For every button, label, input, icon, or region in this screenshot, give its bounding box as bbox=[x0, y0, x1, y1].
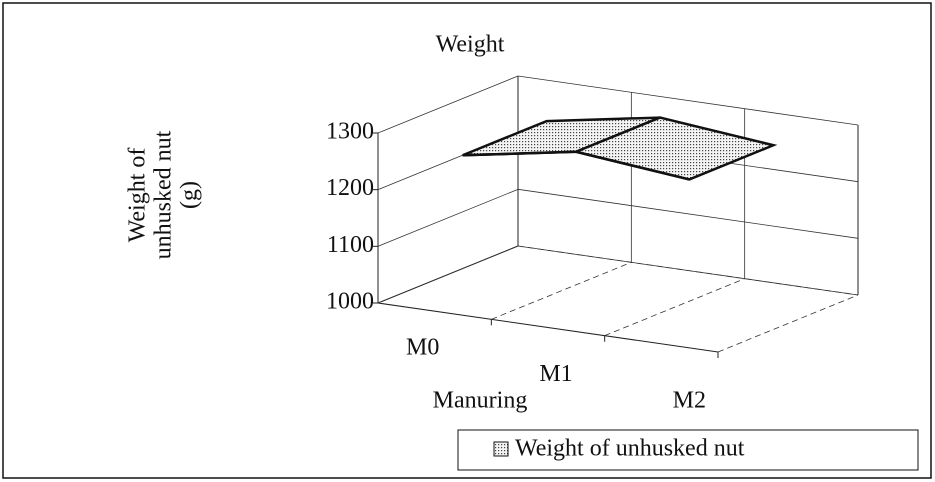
x-axis bbox=[377, 302, 719, 353]
y-axis-title-line: (g) bbox=[177, 181, 203, 209]
surface-edge bbox=[462, 150, 690, 181]
legend-swatch bbox=[493, 441, 509, 457]
grid-line bbox=[377, 188, 519, 247]
y-tick-label: 1000 bbox=[326, 289, 374, 315]
y-tick-label: 1200 bbox=[326, 175, 374, 201]
floor-grid bbox=[717, 294, 859, 353]
y-axis-title-line: Weight of bbox=[125, 148, 151, 243]
y-axis-title: Weight of unhusked nut (g) bbox=[125, 130, 203, 259]
x-tick-label: M0 bbox=[406, 335, 439, 361]
x-axis-title: Manuring bbox=[433, 388, 528, 414]
chart-title: Weight bbox=[436, 32, 505, 58]
y-axis-title-line: unhusked nut bbox=[151, 130, 177, 259]
floor-grid bbox=[604, 278, 745, 337]
grid-line bbox=[377, 75, 519, 134]
grid-line bbox=[377, 245, 519, 304]
legend bbox=[457, 429, 919, 471]
y-tick-label: 1100 bbox=[327, 232, 374, 258]
grid-line bbox=[517, 245, 859, 296]
grid-line bbox=[517, 188, 859, 239]
y-tick-label: 1300 bbox=[326, 119, 374, 145]
x-tick-label: M2 bbox=[673, 387, 706, 413]
x-tick-label: M1 bbox=[539, 361, 572, 387]
legend-label: Weight of unhusked nut bbox=[515, 436, 745, 462]
floor-grid bbox=[491, 261, 632, 320]
grid-line bbox=[517, 75, 859, 126]
